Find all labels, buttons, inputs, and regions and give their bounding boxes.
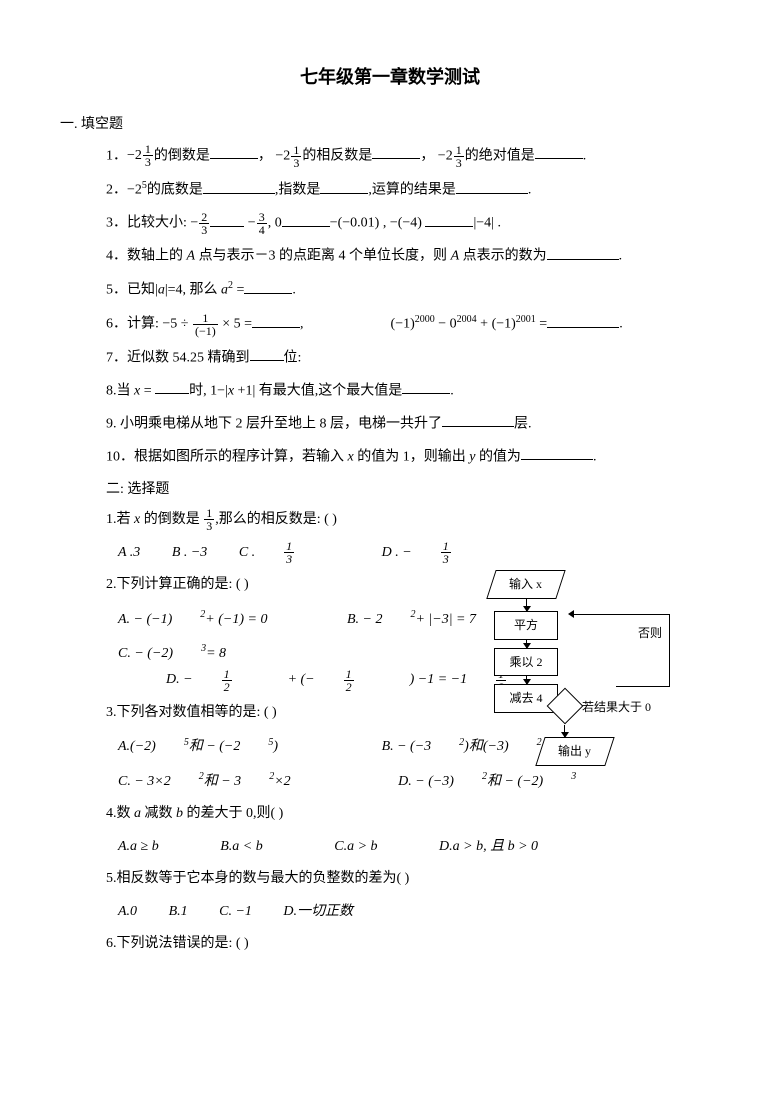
choice-q6: 6.下列说法错误的是: ( ): [106, 931, 720, 958]
section-1-header: 一. 填空题: [60, 112, 720, 139]
choice-q5: 5.相反数等于它本身的数与最大的负整数的差为( ): [106, 866, 720, 893]
fill-q7: 7．近似数 54.25 精确到位:: [106, 345, 720, 372]
choice-q4-opts: A.a ≥ b B.a < b C.a > b D.a > b, 且 b > 0: [118, 834, 720, 861]
section-2-header: 二: 选择题: [106, 477, 720, 504]
fill-q3: 3．比较大小: −23 −34, 0−(−0.01) , −(−4) |−4| …: [106, 210, 720, 237]
choice-q4: 4.数 a 减数 b 的差大于 0,则( ): [106, 801, 720, 828]
page-title: 七年级第一章数学测试: [60, 60, 720, 94]
fill-q8: 8.当 x = 时, 1−|x +1| 有最大值,这个最大值是.: [106, 378, 720, 405]
flow-else-label: 否则: [638, 622, 662, 645]
choice-q1-opts: A .3 B . −3 C .13 D . −13: [118, 540, 720, 567]
flow-step-square: 平方: [494, 611, 558, 640]
flow-step-sub: 减去 4: [494, 684, 558, 713]
q1-mix1: −213: [127, 143, 154, 170]
fill-q6: 6．计算: −5 ÷ 1(−1) × 5 =, (−1)2000 − 02004…: [106, 310, 720, 338]
flow-decision: [547, 688, 584, 725]
fill-q2: 2．−25的底数是,指数是,运算的结果是.: [106, 176, 720, 204]
flow-input: 输入 x: [486, 570, 565, 599]
fill-q4: 4．数轴上的 A 点与表示－3 的点距离 4 个单位长度，则 A 点表示的数为.: [106, 243, 720, 270]
flow-decision-label: 若结果大于 0: [582, 696, 651, 719]
fill-q1: 1．−213的倒数是， −213的相反数是， −213的绝对值是.: [106, 143, 720, 170]
choice-q5-opts: A.0 B.1 C. −1 D.一切正数: [118, 899, 720, 926]
fill-q10: 10．根据如图所示的程序计算，若输入 x 的值为 1，则输出 y 的值为.: [106, 444, 720, 471]
fill-q9: 9. 小明乘电梯从地下 2 层升至地上 8 层，电梯一共升了层.: [106, 411, 720, 438]
fill-q5: 5．已知|a|=4, 那么 a2 =.: [106, 276, 720, 304]
q1-num: 1．: [106, 148, 127, 163]
flow-step-mul: 乘以 2: [494, 648, 558, 677]
choice-q1: 1.若 x 的倒数是 13,那么的相反数是: ( ): [106, 507, 720, 534]
flow-output: 输出 y: [535, 737, 614, 766]
choice-q3-opts-2: C. − 3×22和 − 32×2 D. − (−3)2和 − (−2)3: [118, 767, 720, 795]
flowchart: 否则 输入 x 平方 乘以 2 减去 4 若结果大于 0 输出 y: [460, 570, 670, 766]
